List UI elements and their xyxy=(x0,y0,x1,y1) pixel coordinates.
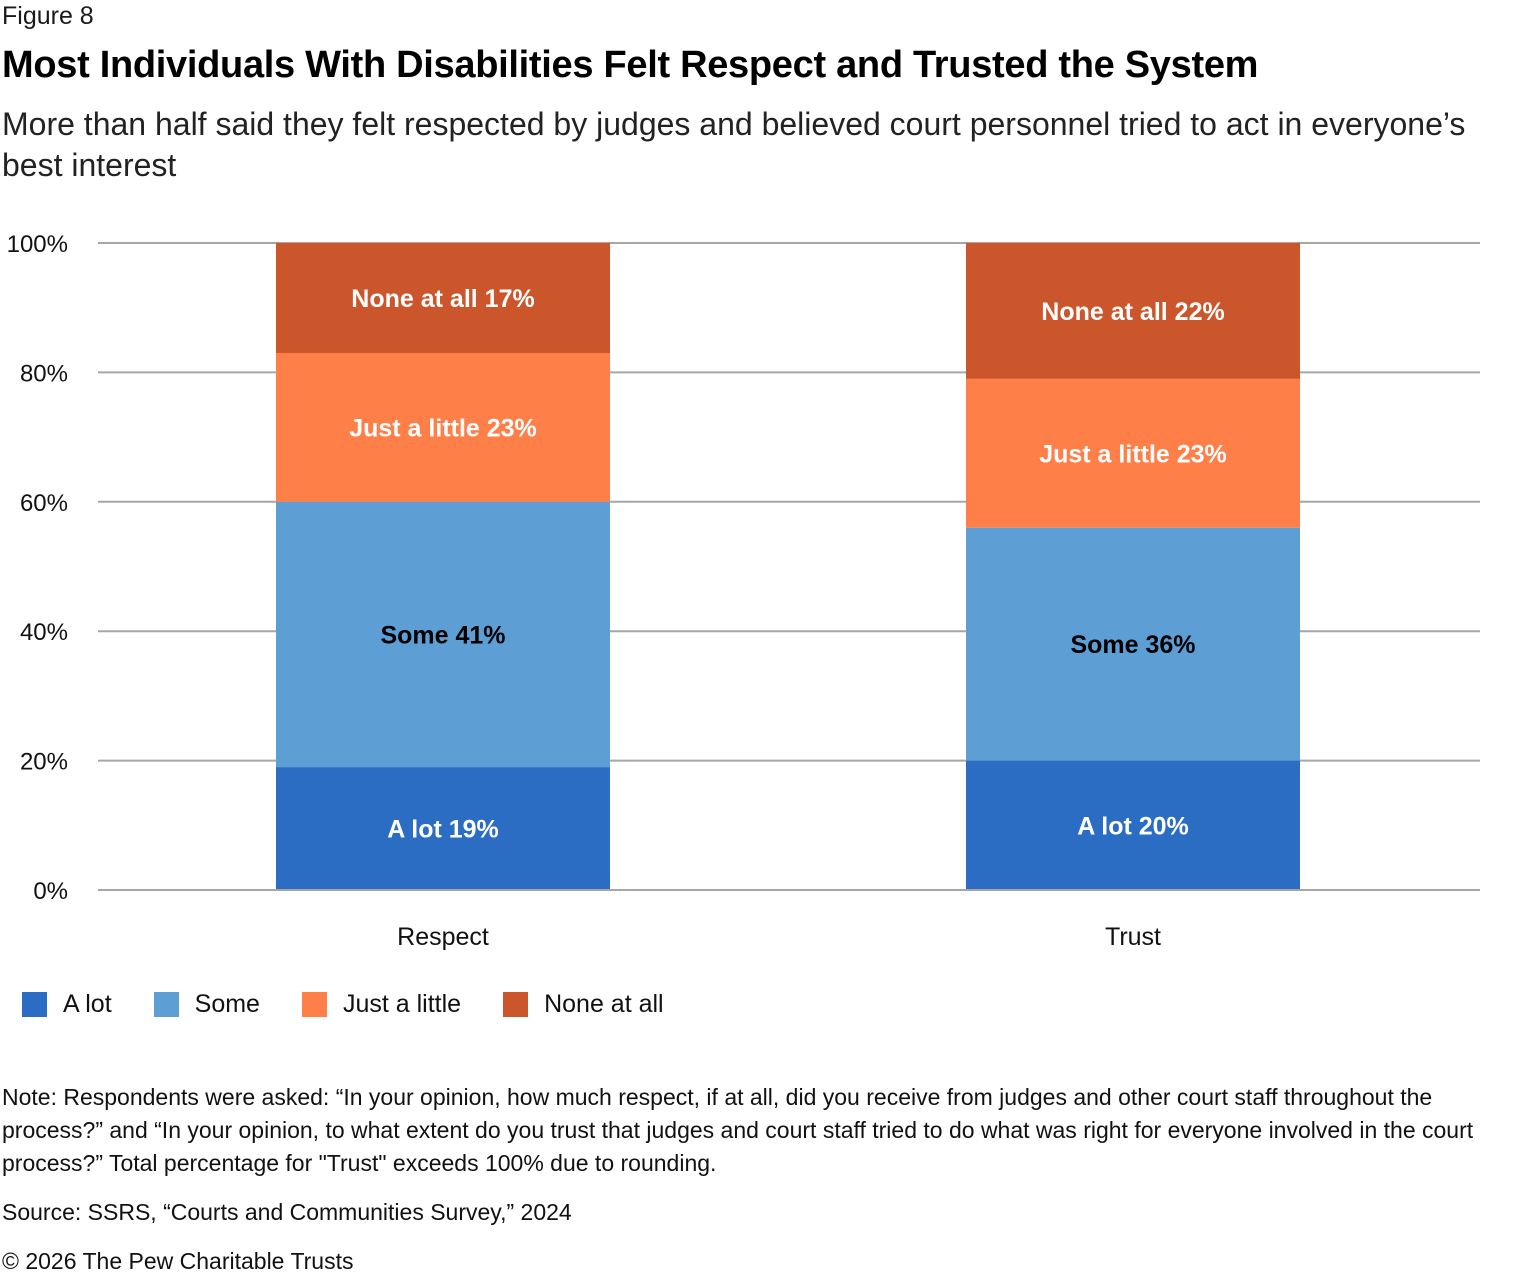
y-tick-label: 40% xyxy=(20,619,68,646)
y-tick-label: 60% xyxy=(20,490,68,517)
figure-label: Figure 8 xyxy=(2,2,94,30)
data-label: Some 41% xyxy=(380,621,505,649)
legend-item: Some xyxy=(153,990,260,1019)
data-label: None at all 17% xyxy=(351,285,534,313)
legend-item: Just a little xyxy=(301,990,462,1019)
y-tick-label: 20% xyxy=(20,749,68,776)
legend-item: A lot xyxy=(22,990,112,1019)
note-text: Note: Respondents were asked: “In your o… xyxy=(2,1084,1474,1176)
data-label: Just a little 23% xyxy=(349,414,537,442)
legend-label: A lot xyxy=(63,990,112,1018)
legend-swatch xyxy=(153,992,179,1017)
x-axis-ticks: Respect Trust xyxy=(397,923,1161,951)
y-axis-ticks: 0% 20% 40% 60% 80% 100% xyxy=(7,231,68,905)
x-tick-label: Trust xyxy=(1105,923,1161,951)
bar-segment-a-lot xyxy=(966,760,1300,890)
data-label: A lot 20% xyxy=(1077,812,1189,840)
bar-segment-just-a-little xyxy=(276,352,610,502)
bar-segment-none-at-all xyxy=(966,243,1300,379)
bar-stack-trust: A lot 20% Some 36% Just a little 23% None a… xyxy=(966,243,1300,890)
legend-swatch xyxy=(22,992,47,1017)
legend-swatch xyxy=(301,992,327,1017)
bar-segment-a-lot xyxy=(276,767,610,890)
chart-title: Most Individuals With Disabilities Felt … xyxy=(2,44,1259,86)
bar-segment-just-a-little xyxy=(966,378,1300,528)
legend-label: None at all xyxy=(544,990,664,1018)
y-tick-label: 0% xyxy=(33,878,68,905)
data-label: Some 36% xyxy=(1070,631,1195,659)
chart-subtitle: More than half said they felt respected … xyxy=(2,106,1466,183)
y-tick-label: 100% xyxy=(7,231,68,258)
bars: A lot 19% Some 41% Just a little 23% None a… xyxy=(98,243,1480,891)
data-label: A lot 19% xyxy=(387,816,499,844)
stacked-bar-chart: 0% 20% 40% 60% 80% 100% A lot 19% Some 41% Just… xyxy=(7,231,1480,951)
bar-segment-none-at-all xyxy=(276,243,610,353)
source-text: Source: SSRS, “Courts and Communities Su… xyxy=(2,1199,572,1225)
legend-item: None at all xyxy=(503,990,664,1019)
legend-label: Some xyxy=(194,990,260,1018)
legend-swatch xyxy=(503,992,529,1017)
x-tick-label: Respect xyxy=(397,923,489,951)
y-tick-label: 80% xyxy=(20,360,68,387)
bar-segment-some xyxy=(966,527,1300,761)
bar-stack-respect: A lot 19% Some 41% Just a little 23% None a… xyxy=(276,243,610,890)
bar-segment-some xyxy=(276,501,610,768)
data-label: None at all 22% xyxy=(1041,298,1224,326)
data-label: Just a little 23% xyxy=(1039,440,1227,468)
legend-label: Just a little xyxy=(342,990,462,1018)
copyright-text: © 2026 The Pew Charitable Trusts xyxy=(2,1248,354,1274)
legend: A lot Some Just a little None at all xyxy=(22,990,706,1019)
